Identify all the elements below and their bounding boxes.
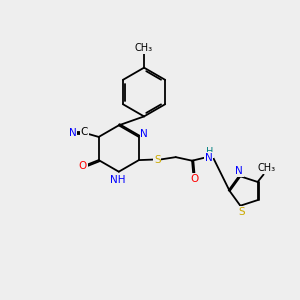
Text: CH₃: CH₃ [135, 43, 153, 53]
Text: NH: NH [110, 175, 125, 185]
Text: N: N [140, 129, 148, 139]
Text: S: S [238, 207, 245, 217]
Text: C: C [81, 127, 88, 137]
Text: CH₃: CH₃ [258, 163, 276, 173]
Text: H: H [206, 147, 213, 157]
Text: N: N [205, 153, 212, 163]
Text: O: O [190, 174, 198, 184]
Text: N: N [69, 128, 76, 138]
Text: N: N [235, 166, 243, 176]
Text: S: S [154, 154, 160, 164]
Text: O: O [79, 161, 87, 171]
